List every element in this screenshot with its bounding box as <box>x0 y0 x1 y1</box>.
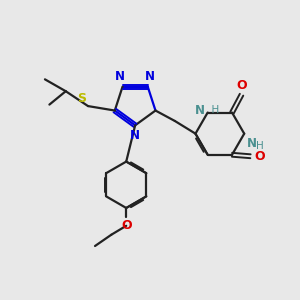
Text: O: O <box>254 150 265 163</box>
Text: N: N <box>130 129 140 142</box>
Text: H: H <box>205 105 219 115</box>
Text: H: H <box>256 141 263 151</box>
Text: N: N <box>145 70 155 83</box>
Text: N: N <box>115 70 125 83</box>
Text: O: O <box>122 219 132 232</box>
Text: S: S <box>77 92 86 105</box>
Text: N: N <box>195 104 205 117</box>
Text: O: O <box>237 79 248 92</box>
Text: N: N <box>247 136 256 150</box>
